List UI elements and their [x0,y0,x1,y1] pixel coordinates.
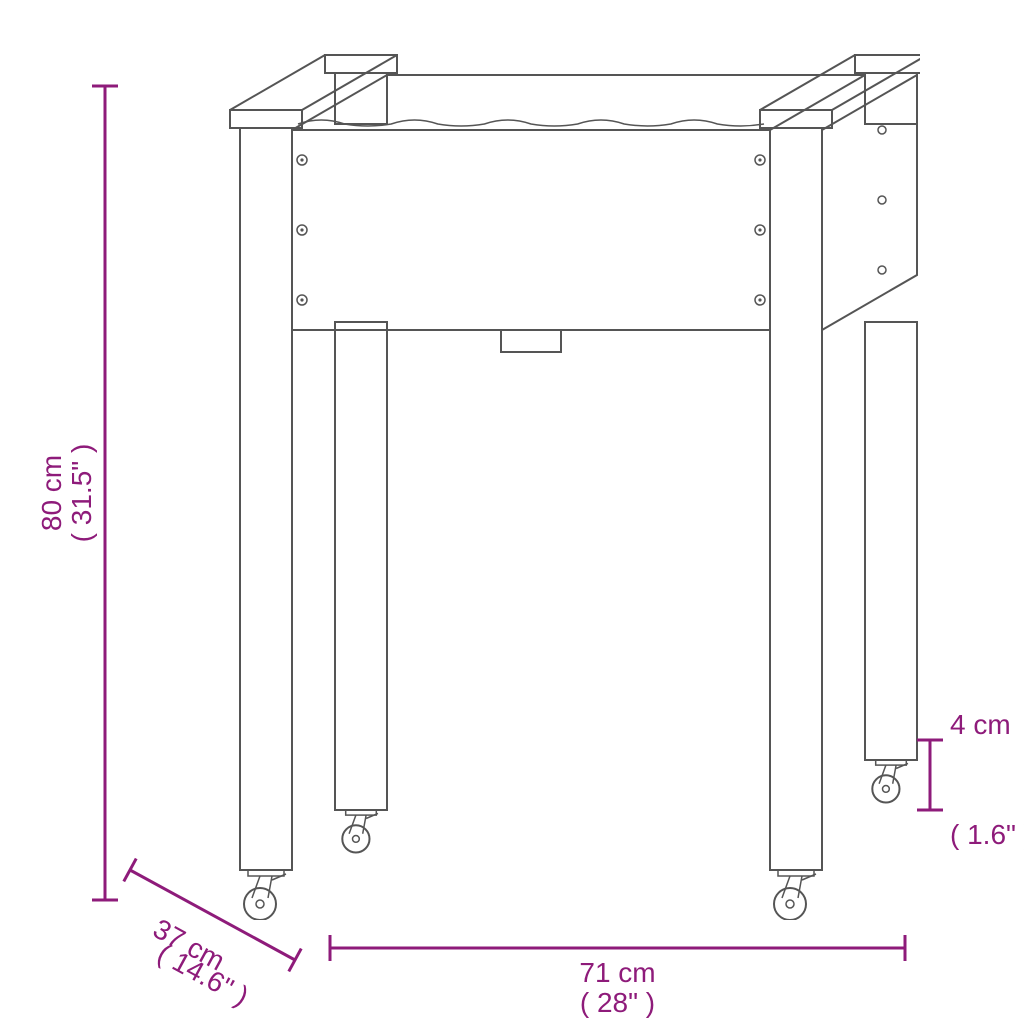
dimension-annotations: 80 cm( 31.5" )37 cm( 14.6" )71 cm( 28" )… [36,86,1024,1018]
dim-height: 80 cm( 31.5" ) [36,444,97,543]
dim-width-cm: 71 cm [579,957,655,988]
dim-height-in: ( 31.5" ) [66,444,97,543]
product-drawing [230,55,927,920]
dim-width-in: ( 28" ) [580,987,655,1018]
dim-wheel-in: ( 1.6" ) [950,819,1024,850]
dim-height-cm: 80 cm [36,455,67,531]
dim-wheel-cm: 4 cm [950,709,1011,740]
